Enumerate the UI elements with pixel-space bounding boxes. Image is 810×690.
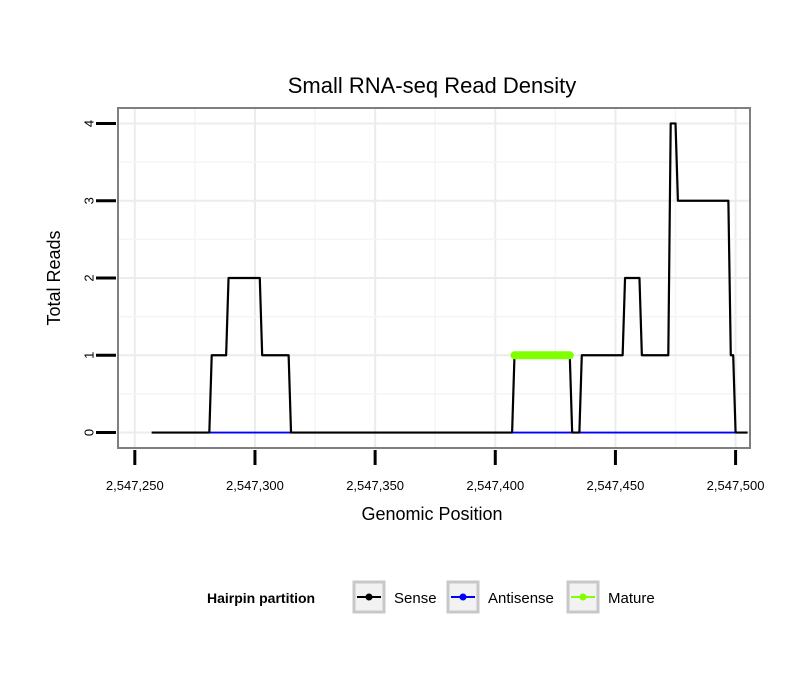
plot-panel-border <box>117 107 751 449</box>
y-tick-label: 2 <box>82 274 97 281</box>
grid <box>118 108 750 448</box>
x-tick-label: 2,547,350 <box>346 478 404 493</box>
series-layer <box>151 122 748 434</box>
legend: Hairpin partition Sense Antisense Mature <box>207 580 655 614</box>
legend-item-antisense: Antisense <box>446 580 554 614</box>
x-tick-label: 2,547,500 <box>707 478 765 493</box>
legend-title: Hairpin partition <box>207 590 315 606</box>
legend-item-sense: Sense <box>352 580 437 614</box>
y-tick-label: 3 <box>82 197 97 204</box>
legend-key-point <box>365 593 373 601</box>
y-tick-label: 4 <box>82 120 97 127</box>
chart-title: Small RNA-seq Read Density <box>288 73 577 98</box>
legend-label: Sense <box>394 590 437 607</box>
x-axis-title: Genomic Position <box>361 504 502 524</box>
legend-label: Mature <box>608 590 655 607</box>
x-tick-label: 2,547,450 <box>587 478 645 493</box>
legend-item-mature: Mature <box>566 580 655 614</box>
x-tick-label: 2,547,300 <box>226 478 284 493</box>
y-tick-label: 0 <box>82 429 97 436</box>
x-tick-label: 2,547,400 <box>466 478 524 493</box>
y-axis: 0 1 2 3 4 <box>82 120 116 436</box>
y-tick-label: 1 <box>82 352 97 359</box>
legend-key-point <box>579 593 587 601</box>
legend-key-point <box>459 593 467 601</box>
y-axis-title: Total Reads <box>44 230 64 325</box>
x-tick-label: 2,547,250 <box>106 478 164 493</box>
series-line-sense <box>151 122 748 434</box>
x-axis: 2,547,250 2,547,300 2,547,350 2,547,400 2,54… <box>106 450 765 493</box>
legend-label: Antisense <box>488 590 554 607</box>
